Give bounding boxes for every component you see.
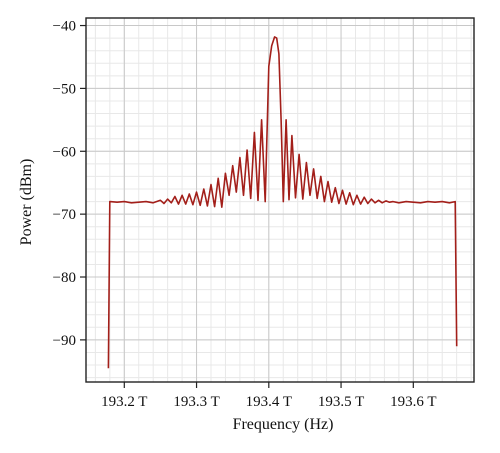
x-tick-label: 193.5 T <box>318 394 364 410</box>
y-tick-label: −90 <box>53 333 76 349</box>
x-tick-label: 193.3 T <box>173 394 219 410</box>
y-tick-label: −40 <box>53 19 76 35</box>
y-axis-title: Power (dBm) <box>18 159 35 246</box>
x-axis: 193.2 T 193.3 T 193.4 T 193.5 T 193.6 T <box>101 382 437 410</box>
y-tick-label: −50 <box>53 81 76 97</box>
x-tick-label: 193.4 T <box>246 394 292 410</box>
spectrum-series-line <box>107 36 458 369</box>
y-tick-label: −80 <box>53 270 76 286</box>
x-axis-title: Frequency (Hz) <box>233 416 334 433</box>
y-tick-label: −70 <box>53 207 76 223</box>
x-tick-label: 193.6 T <box>390 394 436 410</box>
x-tick-label: 193.2 T <box>101 394 147 410</box>
y-axis: −40 −50 −60 −70 −80 −90 <box>53 19 86 349</box>
plot-frame <box>85 17 475 383</box>
y-tick-label: −60 <box>53 144 76 160</box>
series-layer <box>107 36 458 369</box>
